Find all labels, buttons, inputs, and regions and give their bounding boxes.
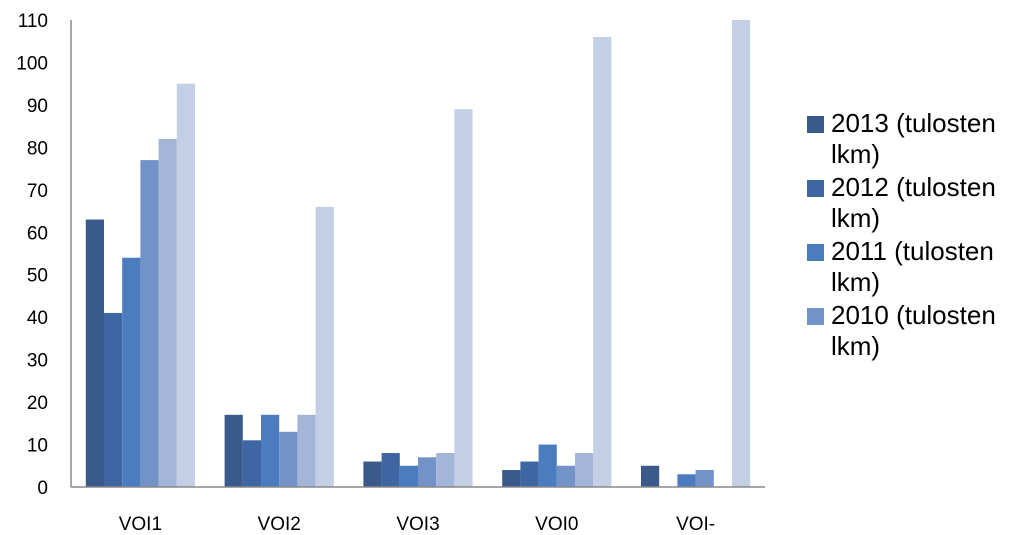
legend-label: 2010 (tulosten lkm)	[831, 300, 996, 361]
x-category-label: VOI2	[258, 514, 301, 535]
y-axis-tick-labels: 0 10 20 30 40 50 60 70 80 90 100 110	[16, 11, 48, 499]
bar-voi-series-3	[677, 474, 696, 487]
legend-item: 2012 (tulosten lkm)	[805, 172, 1020, 234]
bar-voi3-series-4	[418, 457, 437, 487]
bar-voi3-series-6	[454, 109, 473, 488]
bar-voi1-series-1	[85, 219, 104, 487]
y-tick-label: 70	[27, 181, 48, 202]
y-tick-label: 10	[27, 436, 48, 457]
bar-voi2-series-5	[297, 414, 316, 487]
legend-item: 2010 (tulosten lkm)	[805, 300, 1020, 362]
legend-item: 2011 (tulosten lkm)	[805, 236, 1020, 298]
bar-voi2-series-4	[279, 431, 298, 487]
y-tick-label: 90	[27, 96, 48, 117]
bar-voi2-series-2	[242, 440, 261, 487]
y-tick-label: 20	[27, 393, 48, 414]
bar-voi0-series-4	[556, 465, 575, 487]
bar-voi2-series-6	[315, 206, 334, 488]
x-category-label: VOI0	[535, 514, 578, 535]
bar-voi3-series-5	[436, 453, 455, 487]
bar-voi0-series-6	[593, 36, 612, 488]
y-tick-label: 60	[27, 223, 48, 244]
bars-group	[85, 20, 751, 488]
bar-voi3-series-2	[381, 453, 400, 487]
legend-label: 2011 (tulosten lkm)	[831, 236, 994, 297]
bar-voi2-series-1	[224, 414, 243, 487]
y-tick-label: 100	[16, 53, 48, 74]
y-tick-label: 80	[27, 138, 48, 159]
x-category-label: VOI3	[396, 514, 439, 535]
legend-label: 2013 (tulosten lkm)	[831, 108, 996, 169]
bar-voi3-series-1	[363, 461, 382, 487]
bar-voi3-series-3	[399, 465, 418, 487]
y-tick-label: 40	[27, 308, 48, 329]
bar-voi1-series-3	[122, 257, 141, 487]
bar-voi-series-6	[732, 20, 751, 487]
legend-swatch	[807, 244, 824, 261]
bar-voi1-series-2	[104, 312, 123, 487]
legend-item: 2013 (tulosten lkm)	[805, 108, 1020, 170]
legend-swatch	[807, 116, 824, 133]
bar-voi0-series-2	[520, 461, 539, 487]
bar-voi1-series-5	[158, 138, 177, 487]
bar-voi0-series-1	[502, 470, 521, 487]
x-category-label: VOI-	[676, 514, 715, 535]
bar-voi-series-4	[695, 470, 714, 487]
bar-voi1-series-4	[140, 160, 159, 487]
y-tick-label: 30	[27, 351, 48, 372]
bar-voi-series-1	[641, 465, 660, 487]
legend-swatch	[807, 180, 824, 197]
legend-swatch	[807, 308, 824, 325]
y-tick-label: 0	[37, 478, 48, 499]
bar-voi1-series-6	[176, 83, 195, 487]
chart-legend: 2013 (tulosten lkm) 2012 (tulosten lkm) 20…	[805, 108, 1020, 364]
x-axis-category-labels: VOI1 VOI2 VOI3 VOI0 VOI-	[119, 514, 715, 535]
legend-label: 2012 (tulosten lkm)	[831, 172, 996, 233]
bar-voi2-series-3	[261, 414, 280, 487]
y-tick-label: 110	[18, 11, 48, 32]
bar-voi0-series-5	[575, 453, 594, 487]
x-category-label: VOI1	[119, 514, 162, 535]
bar-voi0-series-3	[538, 444, 557, 487]
y-tick-label: 50	[27, 266, 48, 287]
